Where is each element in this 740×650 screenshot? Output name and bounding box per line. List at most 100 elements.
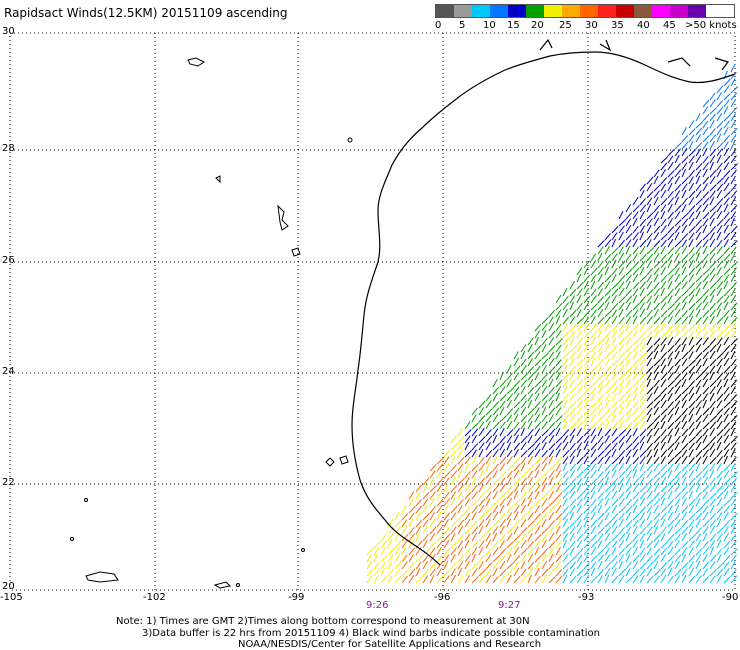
wind-barb — [730, 140, 736, 150]
wind-barb — [702, 99, 710, 108]
wind-barb — [457, 525, 464, 535]
wind-barb — [562, 470, 569, 479]
wind-barb — [674, 483, 681, 493]
wind-barb — [723, 182, 730, 192]
wind-barb — [569, 386, 577, 395]
wind-barb — [527, 541, 534, 549]
wind-barb — [464, 470, 471, 479]
wind-barb — [562, 568, 569, 577]
wind-barb — [674, 442, 680, 451]
wind-barb — [597, 281, 605, 290]
wind-barb — [394, 576, 402, 584]
wind-barb — [534, 534, 542, 542]
wind-barb — [653, 371, 659, 381]
legend-swatch-4 — [508, 5, 526, 17]
wind-barb — [639, 449, 647, 458]
wind-barb — [730, 92, 738, 101]
wind-barb — [667, 324, 675, 332]
wind-barb — [618, 329, 624, 339]
wind-barb — [709, 267, 716, 276]
wind-barb — [667, 575, 674, 584]
wind-barb — [527, 553, 534, 563]
wind-barb — [520, 471, 529, 479]
legend-swatch-2 — [472, 5, 490, 17]
wind-barb — [723, 428, 731, 437]
wind-barb — [597, 406, 604, 416]
legend-swatch-10 — [616, 5, 634, 17]
wind-barb — [653, 400, 661, 409]
wind-barb — [492, 434, 498, 444]
wind-barb — [702, 351, 709, 360]
wind-barb — [688, 534, 697, 542]
wind-barb — [408, 491, 415, 500]
wind-barb — [716, 518, 722, 528]
wind-barb — [688, 525, 694, 535]
wind-barb — [520, 385, 526, 395]
wind-barb — [625, 568, 631, 577]
wind-barb — [590, 484, 597, 493]
wind-barb — [639, 308, 646, 318]
wind-barb — [562, 302, 570, 311]
wind-barb — [618, 385, 624, 395]
wind-barb — [716, 266, 722, 276]
wind-barb — [541, 462, 548, 472]
wind-barb — [443, 456, 450, 465]
wind-barb — [618, 352, 626, 360]
wind-barb — [625, 470, 633, 479]
wind-barb — [688, 484, 695, 493]
wind-barb — [555, 371, 562, 381]
wind-barb — [471, 434, 478, 444]
wind-barb — [422, 554, 430, 563]
wind-barb — [702, 576, 710, 584]
wind-barb — [639, 497, 646, 507]
wind-barb — [709, 386, 716, 395]
wind-barb — [555, 400, 563, 409]
wind-barb — [597, 498, 604, 507]
wind-barb — [681, 343, 686, 353]
wind-barb — [681, 281, 688, 290]
wind-barb — [702, 176, 710, 185]
wind-barb — [681, 245, 688, 255]
wind-barb — [716, 275, 723, 283]
wind-barb — [520, 442, 527, 451]
wind-barb — [590, 449, 597, 458]
wind-barb — [618, 483, 624, 493]
wind-barb — [646, 351, 654, 360]
wind-barb — [548, 422, 556, 430]
wind-barb — [562, 562, 570, 570]
wind-barb — [667, 253, 674, 262]
wind-barb — [583, 456, 589, 465]
wind-barb — [681, 212, 690, 220]
wind-barb — [730, 184, 737, 192]
wind-barb — [583, 295, 591, 304]
wind-barb — [660, 197, 668, 206]
wind-barb — [436, 490, 443, 500]
wind-barb — [576, 427, 583, 437]
wind-barb — [674, 288, 681, 297]
wind-barb — [695, 323, 701, 332]
wind-barb — [660, 183, 667, 192]
wind-barb — [499, 540, 505, 549]
wind-barb — [569, 463, 577, 472]
wind-barb — [632, 463, 639, 472]
wind-barb — [632, 302, 640, 311]
wind-barb — [478, 463, 486, 472]
wind-barb — [660, 449, 668, 458]
wind-barb — [618, 498, 625, 507]
wind-barb — [576, 525, 583, 535]
wind-barb — [408, 568, 416, 577]
wind-barb — [506, 568, 513, 577]
wind-barb — [653, 302, 661, 311]
wind-barb — [520, 350, 526, 360]
wind-barb — [653, 483, 659, 493]
wind-barb — [548, 428, 556, 437]
wind-barb — [548, 540, 556, 549]
wind-barb — [702, 366, 709, 374]
time-label-first: 9:26 — [366, 600, 389, 611]
wind-barb — [674, 169, 682, 178]
wind-barb — [723, 134, 730, 143]
wind-barb — [660, 512, 667, 521]
wind-barb — [604, 568, 611, 577]
wind-barb — [429, 470, 436, 479]
wind-barb — [730, 98, 737, 108]
